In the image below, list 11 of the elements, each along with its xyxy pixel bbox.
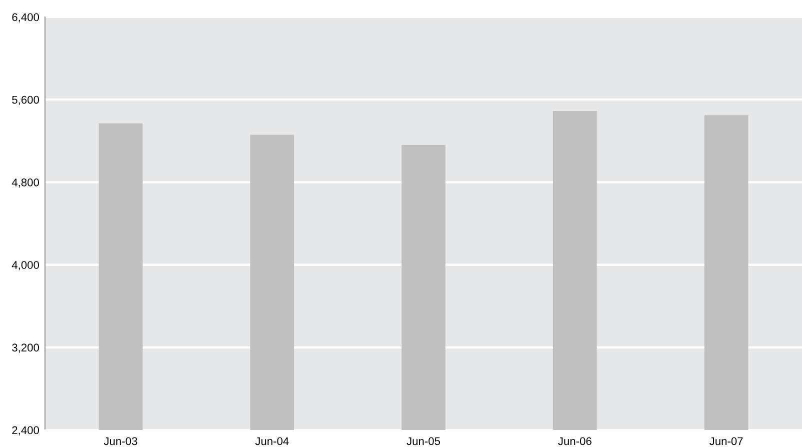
y-tick-label: 6,400 bbox=[12, 13, 40, 22]
y-tick-label: 4,000 bbox=[12, 261, 40, 270]
y-tick-label: 2,400 bbox=[12, 426, 40, 436]
y-tick-label: 4,800 bbox=[12, 178, 40, 188]
y-tick-label: 3,200 bbox=[12, 344, 40, 353]
x-tick-label: Jun-07 bbox=[709, 437, 743, 446]
x-tick-label: Jun-03 bbox=[104, 437, 138, 446]
x-tick-label: Jun-05 bbox=[406, 437, 440, 446]
x-tick-label: Jun-06 bbox=[558, 437, 592, 446]
x-tick-label: Jun-04 bbox=[255, 437, 289, 446]
y-tick-label: 5,600 bbox=[12, 96, 40, 106]
